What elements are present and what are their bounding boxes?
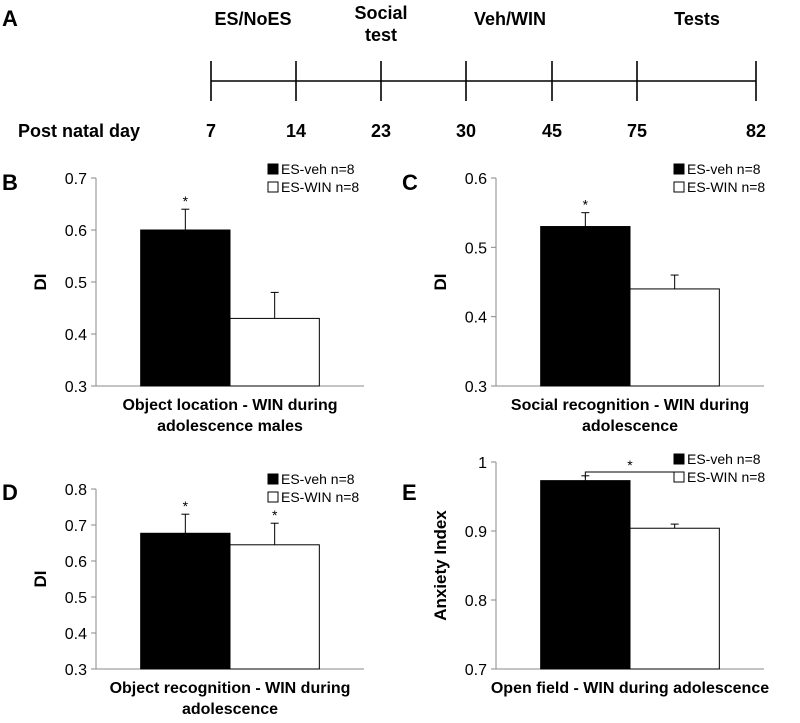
significance-marker: * — [183, 193, 189, 209]
timeline-phase-label: ES/NoES — [214, 9, 291, 29]
y-tick-label: 0.9 — [465, 524, 487, 541]
y-tick-label: 0.5 — [465, 240, 487, 257]
bar-es-win — [229, 317, 320, 387]
y-tick-label: 0.3 — [465, 379, 487, 396]
panel-letter: E — [402, 480, 417, 505]
bar-es-win — [629, 288, 720, 387]
y-tick-label: 0.6 — [465, 171, 487, 188]
x-axis-label: Object location - WIN during — [122, 397, 337, 414]
legend-label: ES-WIN n=8 — [687, 179, 765, 195]
timeline-day-label: 75 — [627, 121, 647, 141]
y-tick-label: 0.7 — [65, 518, 87, 535]
timeline-phase-label: test — [365, 25, 397, 45]
y-tick-label: 0.7 — [65, 171, 87, 188]
y-tick-label: 0.7 — [465, 662, 487, 679]
y-tick-label: 0.5 — [65, 275, 87, 292]
y-axis-label: DI — [31, 571, 50, 588]
y-tick-label: 0.4 — [65, 626, 87, 643]
legend-swatch — [267, 491, 279, 503]
timeline-phase-label: Tests — [674, 9, 720, 29]
bar-es-win — [629, 527, 720, 670]
timeline-day-label: 23 — [371, 121, 391, 141]
legend-swatch — [673, 471, 685, 483]
legend-swatch — [267, 163, 279, 175]
y-tick-label: 0.4 — [465, 310, 487, 327]
x-axis-label: Open field - WIN during adolescence — [491, 680, 769, 697]
x-axis-label: adolescence — [182, 701, 278, 718]
y-tick-label: 0.3 — [65, 662, 87, 679]
timeline-day-label: 7 — [206, 121, 216, 141]
bar-es-veh — [140, 229, 231, 387]
panel-letter: C — [402, 170, 418, 195]
y-tick-label: 0.8 — [465, 593, 487, 610]
timeline-phase-label: Social — [354, 3, 407, 23]
legend-label: ES-veh n=8 — [687, 161, 761, 177]
significance-marker: * — [583, 197, 589, 213]
panel-letter: D — [2, 480, 18, 505]
y-axis-label: DI — [31, 274, 50, 291]
x-axis-label: Social recognition - WIN during — [511, 397, 749, 414]
significance-marker: * — [627, 457, 633, 473]
y-tick-label: 1 — [478, 455, 487, 472]
y-tick-label: 0.6 — [65, 223, 87, 240]
legend-swatch — [267, 181, 279, 193]
y-axis-label: Anxiety Index — [431, 510, 450, 621]
timeline-panel: A 7 14 23 30 45 75 82 Post natal day ES/NoES Socia… — [2, 3, 766, 141]
chart-panel-b: B 0.3 0.4 0.5 0.6 0.7 DI * ES-veh n=8 ES-WIN n=8 O… — [2, 161, 364, 435]
legend-label: ES-veh n=8 — [281, 161, 355, 177]
chart-panel-c: C 0.3 0.4 0.5 0.6 DI * ES-veh n=8 ES-WIN n=8 Soci… — [402, 161, 765, 435]
timeline-day-label: 82 — [746, 121, 766, 141]
bar-es-veh — [540, 226, 631, 387]
timeline-day-label: 45 — [542, 121, 562, 141]
legend-label: ES-WIN n=8 — [281, 179, 359, 195]
y-tick-label: 0.4 — [65, 327, 87, 344]
legend-swatch — [673, 181, 685, 193]
x-axis-label: adolescence males — [157, 418, 303, 435]
timeline-xlabel: Post natal day — [18, 121, 140, 141]
panel-letter-a: A — [2, 6, 18, 31]
timeline-day-label: 14 — [286, 121, 306, 141]
legend-label: ES-WIN n=8 — [281, 489, 359, 505]
x-axis-label: adolescence — [582, 418, 678, 435]
legend-label: ES-veh n=8 — [281, 471, 355, 487]
legend-swatch — [673, 453, 685, 465]
bar-es-veh — [540, 480, 631, 670]
y-tick-label: 0.8 — [65, 482, 87, 499]
legend-swatch — [673, 163, 685, 175]
y-tick-label: 0.6 — [65, 554, 87, 571]
significance-marker: * — [272, 507, 278, 523]
legend-swatch — [267, 473, 279, 485]
y-axis-label: DI — [431, 274, 450, 291]
legend-label: ES-WIN n=8 — [687, 469, 765, 485]
y-tick-label: 0.5 — [65, 590, 87, 607]
timeline-phase-label: Veh/WIN — [474, 9, 546, 29]
bar-es-veh — [140, 532, 231, 670]
y-tick-label: 0.3 — [65, 379, 87, 396]
chart-panel-e: E 0.7 0.8 0.9 1 Anxiety Index * ES-veh n=8 ES-WI… — [402, 451, 769, 697]
significance-marker: * — [183, 498, 189, 514]
panel-letter: B — [2, 170, 18, 195]
x-axis-label: Object recognition - WIN during — [110, 680, 351, 697]
chart-panel-d: D 0.3 0.4 0.5 0.6 0.7 0.8 DI * * ES-veh n=8 ES-WIN … — [2, 471, 364, 718]
bar-es-win — [229, 544, 320, 670]
timeline-day-label: 30 — [456, 121, 476, 141]
legend-label: ES-veh n=8 — [687, 451, 761, 467]
